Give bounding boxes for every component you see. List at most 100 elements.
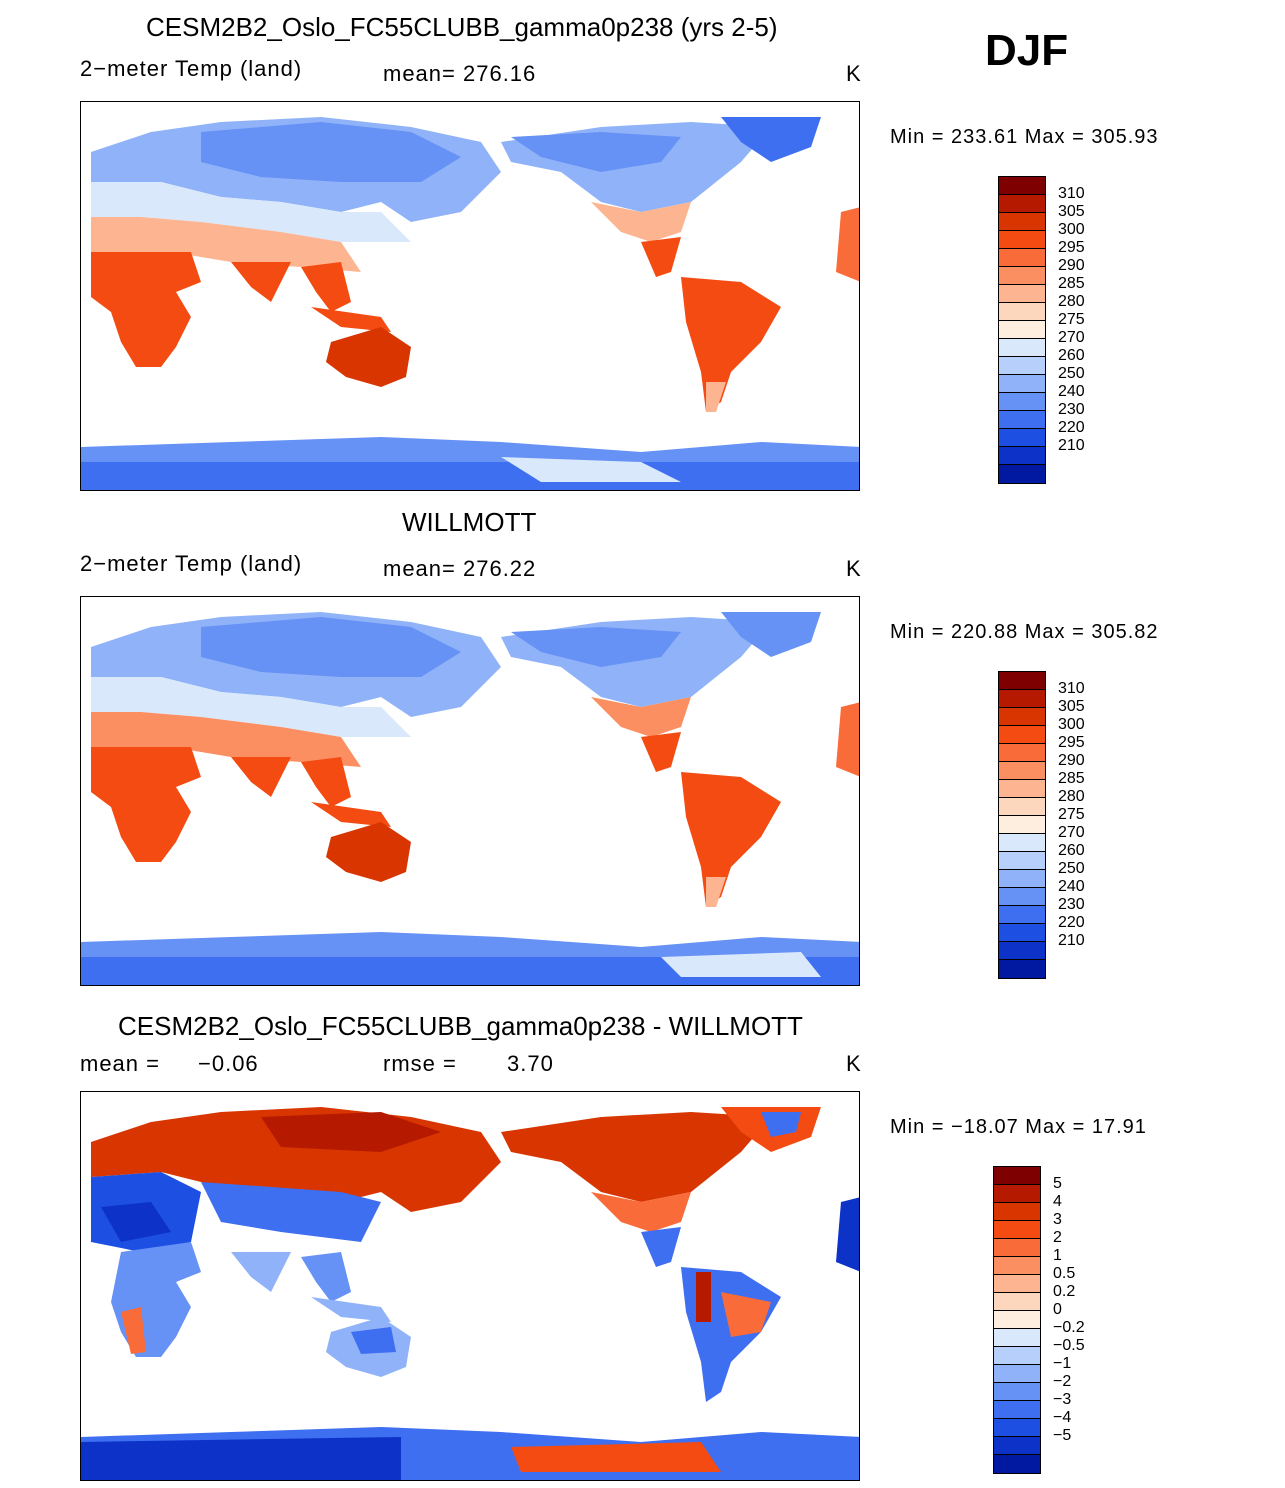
colorbar-tick-label: 0.2 (1053, 1283, 1076, 1300)
colorbar-swatch (999, 249, 1045, 267)
colorbar-swatch (999, 744, 1045, 762)
colorbar-tick-label: 285 (1058, 275, 1085, 292)
colorbar-swatch (999, 195, 1045, 213)
colorbar-tick-label: 240 (1058, 383, 1085, 400)
colorbar-tick-label: 4 (1053, 1193, 1062, 1210)
colorbar-swatch (999, 393, 1045, 411)
colorbar-swatch (999, 447, 1045, 465)
colorbar-tick-label: 285 (1058, 770, 1085, 787)
colorbar-tick-label: 295 (1058, 734, 1085, 751)
colorbar-swatch (999, 690, 1045, 708)
colorbar-swatch (999, 888, 1045, 906)
colorbar-tick-label: −0.5 (1053, 1337, 1085, 1354)
colorbar-tick-label: 230 (1058, 896, 1085, 913)
colorbar-swatch (999, 285, 1045, 303)
panel3-title: CESM2B2_Oslo_FC55CLUBB_gamma0p238 - WILL… (118, 1011, 803, 1041)
colorbar-swatch (994, 1401, 1040, 1419)
colorbar-swatch (994, 1455, 1040, 1473)
colorbar-swatch (999, 906, 1045, 924)
colorbar-tick-label: 250 (1058, 365, 1085, 382)
panel1-minmax: Min = 233.61 Max = 305.93 (890, 126, 1159, 148)
colorbar-tick-label: −4 (1053, 1409, 1072, 1426)
colorbar-swatch (999, 213, 1045, 231)
colorbar-tick-label: 260 (1058, 842, 1085, 859)
colorbar-swatch (999, 924, 1045, 942)
panel2-map (80, 596, 860, 986)
panel2-variable: 2−meter Temp (land) (80, 551, 303, 576)
colorbar-swatch (999, 780, 1045, 798)
colorbar-tick-label: 290 (1058, 257, 1085, 274)
colorbar-swatch (999, 231, 1045, 249)
colorbar-tick-label: 230 (1058, 401, 1085, 418)
panel1-variable: 2−meter Temp (land) (80, 56, 303, 81)
colorbar-tick-label: 275 (1058, 806, 1085, 823)
colorbar-swatch (999, 960, 1045, 978)
colorbar-tick-label: 270 (1058, 329, 1085, 346)
colorbar-swatch (999, 672, 1045, 690)
colorbar-tick-label: 305 (1058, 203, 1085, 220)
colorbar-tick-label: 220 (1058, 914, 1085, 931)
panel1-colorbar (998, 176, 1046, 484)
colorbar-swatch (994, 1257, 1040, 1275)
panel2-title: WILLMOTT (402, 507, 537, 537)
panel3-units: K (846, 1051, 862, 1076)
colorbar-swatch (999, 816, 1045, 834)
colorbar-tick-label: 295 (1058, 239, 1085, 256)
colorbar-swatch (994, 1221, 1040, 1239)
colorbar-tick-label: −0.2 (1053, 1319, 1085, 1336)
colorbar-tick-label: 270 (1058, 824, 1085, 841)
colorbar-tick-label: 240 (1058, 878, 1085, 895)
colorbar-tick-label: 300 (1058, 221, 1085, 238)
colorbar-tick-label: 1 (1053, 1247, 1062, 1264)
colorbar-tick-label: 260 (1058, 347, 1085, 364)
colorbar-tick-label: 0 (1053, 1301, 1062, 1318)
colorbar-tick-label: 310 (1058, 680, 1085, 697)
colorbar-swatch (999, 177, 1045, 195)
colorbar-tick-label: 250 (1058, 860, 1085, 877)
colorbar-swatch (994, 1329, 1040, 1347)
season-label: DJF (985, 26, 1069, 75)
colorbar-swatch (999, 267, 1045, 285)
panel3-map (80, 1091, 860, 1481)
colorbar-swatch (994, 1203, 1040, 1221)
panel1-units: K (846, 61, 862, 86)
colorbar-tick-label: 5 (1053, 1175, 1062, 1192)
colorbar-swatch (994, 1293, 1040, 1311)
colorbar-swatch (999, 852, 1045, 870)
colorbar-swatch (999, 303, 1045, 321)
panel2-colorbar (998, 671, 1046, 979)
colorbar-swatch (999, 411, 1045, 429)
panel3-mean-value: −0.06 (198, 1051, 259, 1076)
colorbar-swatch (994, 1383, 1040, 1401)
colorbar-tick-label: −5 (1053, 1427, 1072, 1444)
colorbar-swatch (994, 1311, 1040, 1329)
colorbar-tick-label: 280 (1058, 788, 1085, 805)
colorbar-tick-label: 210 (1058, 932, 1085, 949)
colorbar-swatch (999, 375, 1045, 393)
panel3-minmax: Min = −18.07 Max = 17.91 (890, 1116, 1147, 1138)
colorbar-tick-label: 0.5 (1053, 1265, 1076, 1282)
colorbar-swatch (994, 1185, 1040, 1203)
colorbar-swatch (999, 942, 1045, 960)
colorbar-tick-label: 275 (1058, 311, 1085, 328)
colorbar-swatch (999, 321, 1045, 339)
panel2-mean: mean= 276.22 (383, 556, 537, 581)
panel3-rmse-label: rmse = (383, 1051, 457, 1076)
colorbar-swatch (994, 1437, 1040, 1455)
panel2-minmax: Min = 220.88 Max = 305.82 (890, 621, 1159, 643)
colorbar-tick-label: −3 (1053, 1391, 1072, 1408)
colorbar-swatch (999, 357, 1045, 375)
colorbar-swatch (999, 429, 1045, 447)
colorbar-swatch (999, 708, 1045, 726)
panel3-mean-label: mean = (80, 1051, 160, 1076)
colorbar-tick-label: 3 (1053, 1211, 1062, 1228)
panel3-colorbar (993, 1166, 1041, 1474)
colorbar-swatch (999, 726, 1045, 744)
colorbar-swatch (994, 1275, 1040, 1293)
colorbar-swatch (994, 1365, 1040, 1383)
colorbar-tick-label: 2 (1053, 1229, 1062, 1246)
colorbar-tick-label: 290 (1058, 752, 1085, 769)
panel1-title: CESM2B2_Oslo_FC55CLUBB_gamma0p238 (yrs 2… (146, 12, 778, 42)
colorbar-tick-label: 305 (1058, 698, 1085, 715)
colorbar-swatch (999, 798, 1045, 816)
